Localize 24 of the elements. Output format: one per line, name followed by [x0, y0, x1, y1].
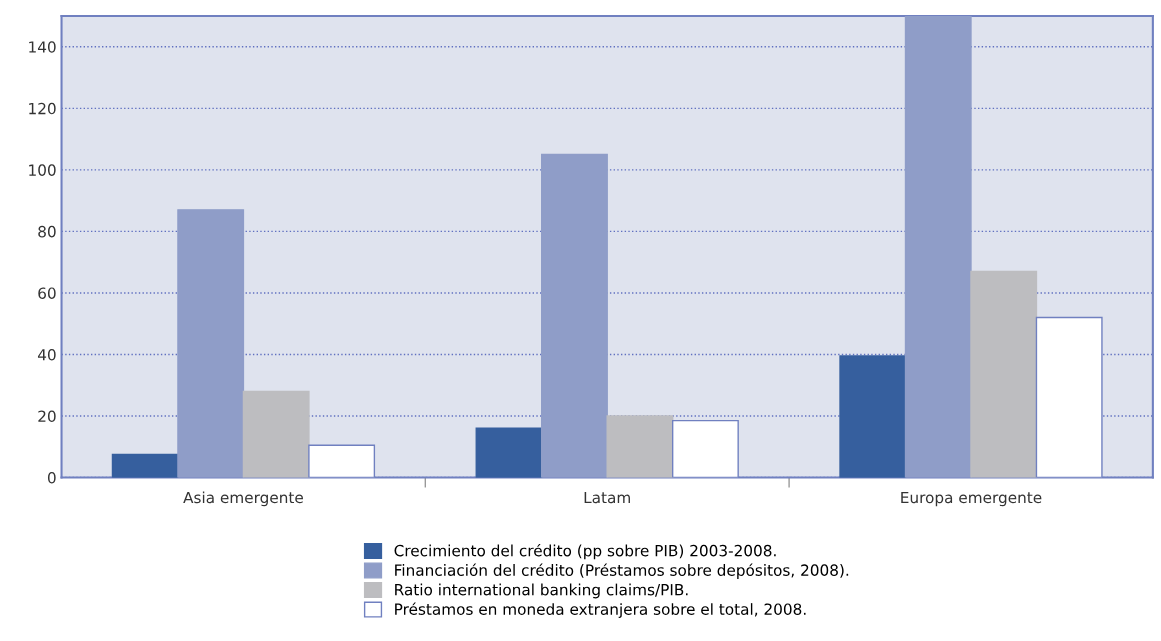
y-tick-label: 80 — [38, 225, 56, 238]
bar — [475, 427, 543, 478]
bar — [111, 453, 179, 478]
bar — [177, 209, 245, 478]
y-tick-label: 20 — [38, 410, 56, 423]
legend-label: Crecimiento del crédito (pp sobre PIB) 2003-2008. — [394, 543, 776, 560]
x-tick-label: Europa emergente — [901, 491, 1042, 507]
bar — [970, 270, 1038, 478]
y-tick-label: 40 — [37, 348, 56, 361]
bar — [541, 153, 608, 478]
x-tick-label: Latam — [584, 491, 630, 504]
legend-label: Financiación del crédito (Préstamos sobre depósitos, 2008). — [395, 563, 849, 579]
y-tick-label: 120 — [29, 102, 56, 115]
legend-label: Ratio international banking claims/PIB. — [395, 583, 688, 599]
bar — [839, 355, 907, 478]
x-tick-label: Asia emergente — [183, 491, 303, 507]
bar — [242, 390, 310, 478]
y-tick-label: 100 — [29, 164, 56, 176]
bar — [606, 415, 674, 478]
y-tick-label: 0 — [47, 472, 56, 484]
legend-label: Préstamos en moneda extranjera sobre el total, 2008. — [395, 602, 806, 618]
y-tick-label: 140 — [29, 41, 56, 53]
bar — [904, 16, 972, 478]
y-tick-label: 60 — [38, 287, 56, 299]
